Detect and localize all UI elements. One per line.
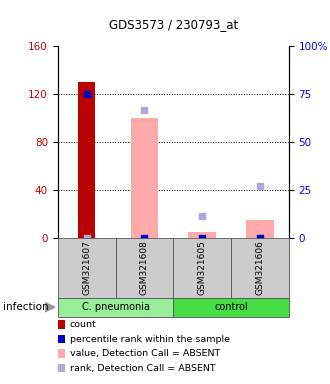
Text: GSM321606: GSM321606 xyxy=(255,240,264,295)
Polygon shape xyxy=(45,302,55,312)
Text: control: control xyxy=(214,302,248,312)
Point xyxy=(142,107,147,113)
Bar xyxy=(130,118,158,238)
Text: GSM321607: GSM321607 xyxy=(82,240,91,295)
FancyBboxPatch shape xyxy=(58,238,115,298)
Text: GSM321605: GSM321605 xyxy=(198,240,207,295)
Point xyxy=(199,235,205,241)
Point xyxy=(257,184,263,190)
Point xyxy=(84,235,89,241)
FancyBboxPatch shape xyxy=(115,238,173,298)
Bar xyxy=(246,220,274,238)
Text: percentile rank within the sample: percentile rank within the sample xyxy=(70,334,230,344)
Point xyxy=(84,91,89,97)
Bar xyxy=(188,232,216,238)
Text: count: count xyxy=(70,320,97,329)
FancyBboxPatch shape xyxy=(231,238,289,298)
Bar xyxy=(78,82,95,238)
Text: value, Detection Call = ABSENT: value, Detection Call = ABSENT xyxy=(70,349,220,358)
Text: GDS3573 / 230793_at: GDS3573 / 230793_at xyxy=(109,18,238,31)
Point xyxy=(257,235,263,241)
FancyBboxPatch shape xyxy=(173,238,231,298)
Text: C. pneumonia: C. pneumonia xyxy=(82,302,149,312)
Point xyxy=(142,235,147,241)
FancyBboxPatch shape xyxy=(58,298,173,317)
Text: rank, Detection Call = ABSENT: rank, Detection Call = ABSENT xyxy=(70,364,215,373)
Point xyxy=(199,214,205,220)
Text: GSM321608: GSM321608 xyxy=(140,240,149,295)
Text: infection: infection xyxy=(3,302,49,312)
FancyBboxPatch shape xyxy=(173,298,289,317)
